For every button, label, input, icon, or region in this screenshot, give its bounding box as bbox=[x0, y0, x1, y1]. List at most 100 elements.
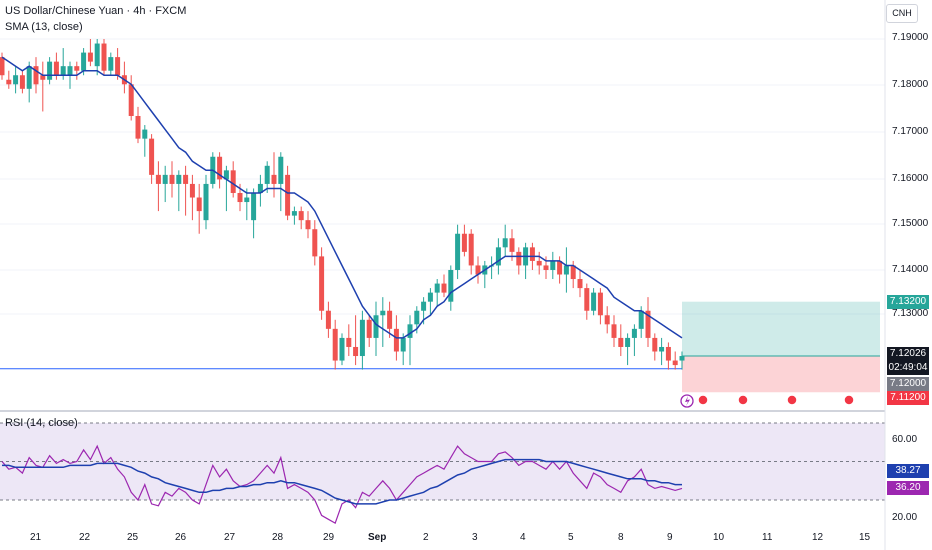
candle-body bbox=[414, 310, 420, 325]
candle-body bbox=[298, 211, 304, 221]
candle-body bbox=[189, 183, 195, 198]
candle-body bbox=[448, 269, 454, 302]
candle-body bbox=[373, 315, 379, 338]
candle-body bbox=[149, 138, 155, 175]
rsi-value-badge: 36.20 bbox=[887, 481, 929, 495]
candle-body bbox=[495, 247, 501, 266]
time-tick: 11 bbox=[762, 532, 773, 543]
candle-body bbox=[108, 57, 114, 71]
candle-body bbox=[115, 57, 121, 76]
candle-body bbox=[346, 337, 352, 347]
candle-body bbox=[162, 174, 168, 184]
stop-loss-zone[interactable] bbox=[682, 356, 880, 393]
rsi-legend[interactable]: RSI (14, close) bbox=[5, 417, 78, 429]
candle-body bbox=[19, 75, 25, 89]
time-tick: 8 bbox=[618, 532, 624, 543]
candle-body bbox=[638, 310, 644, 329]
bar-countdown: 02:49:04 bbox=[887, 361, 929, 375]
candle-body bbox=[570, 265, 576, 280]
lightning-icon bbox=[685, 396, 690, 406]
time-tick: 27 bbox=[224, 532, 236, 543]
candle-body bbox=[393, 328, 399, 352]
candle-body bbox=[359, 319, 365, 357]
candle-body bbox=[387, 310, 393, 329]
candle-body bbox=[142, 129, 148, 139]
us-flag-icon[interactable] bbox=[737, 394, 749, 406]
time-tick: 25 bbox=[127, 532, 139, 543]
candle-body bbox=[434, 283, 440, 293]
us-flag-icon[interactable] bbox=[697, 394, 709, 406]
candle-body bbox=[47, 61, 53, 80]
price-tick: 7.16000 bbox=[892, 173, 929, 184]
candle-body bbox=[543, 265, 549, 270]
candle-body bbox=[176, 174, 182, 184]
candle-body bbox=[237, 192, 243, 203]
time-tick-month: Sep bbox=[368, 532, 387, 543]
candle-body bbox=[625, 337, 631, 347]
candle-body bbox=[169, 174, 175, 184]
candle-body bbox=[461, 233, 467, 252]
take-profit-zone[interactable] bbox=[682, 301, 880, 357]
candle-body bbox=[441, 283, 447, 293]
candle-body bbox=[74, 66, 80, 71]
candle-body bbox=[128, 84, 134, 116]
candle-body bbox=[597, 292, 603, 316]
stop-loss-price-badge: 7.11200 bbox=[887, 391, 929, 405]
time-tick: 26 bbox=[175, 532, 187, 543]
price-tick: 7.14000 bbox=[892, 264, 929, 275]
candle-body bbox=[645, 310, 651, 338]
candle-body bbox=[536, 260, 542, 266]
rsi-band-fill bbox=[0, 423, 885, 500]
candle-body bbox=[332, 328, 338, 361]
candle-body bbox=[101, 43, 107, 71]
rsi-line bbox=[1, 444, 683, 524]
candle-body bbox=[366, 319, 372, 338]
candle-body bbox=[604, 315, 610, 325]
candles-group bbox=[0, 39, 685, 370]
rsi-ma-badge: 38.27 bbox=[887, 464, 929, 478]
candle-body bbox=[502, 238, 508, 248]
candle-body bbox=[264, 165, 270, 184]
candle-body bbox=[291, 211, 297, 216]
candle-body bbox=[26, 66, 32, 89]
grid-lines bbox=[0, 38, 885, 315]
candle-body bbox=[516, 251, 522, 266]
symbol-title[interactable]: US Dollar/Chinese Yuan · 4h · FXCM bbox=[5, 5, 187, 17]
candle-body bbox=[584, 288, 590, 311]
rsi-tick: 20.00 bbox=[892, 512, 918, 523]
candle-body bbox=[0, 57, 5, 76]
time-tick: 5 bbox=[568, 532, 574, 543]
candle-body bbox=[196, 197, 202, 212]
us-flag-icon[interactable] bbox=[843, 394, 855, 406]
candle-body bbox=[557, 260, 563, 275]
time-tick: 12 bbox=[812, 532, 824, 543]
time-tick: 3 bbox=[472, 532, 478, 543]
candle-body bbox=[679, 356, 685, 361]
candle-body bbox=[53, 61, 59, 76]
us-flag-icon[interactable] bbox=[786, 394, 798, 406]
candle-body bbox=[183, 174, 189, 184]
sma-legend[interactable]: SMA (13, close) bbox=[5, 21, 83, 33]
price-tick: 7.15000 bbox=[892, 218, 929, 229]
event-icons bbox=[680, 394, 855, 408]
rsi-ma-line bbox=[2, 458, 682, 505]
candle-body bbox=[13, 75, 19, 85]
time-tick: 29 bbox=[323, 532, 335, 543]
candle-body bbox=[529, 247, 535, 261]
time-tick: 22 bbox=[79, 532, 91, 543]
candle-body bbox=[665, 346, 671, 361]
currency-button[interactable]: CNH bbox=[886, 4, 918, 23]
candle-body bbox=[40, 75, 46, 80]
candle-body bbox=[631, 328, 637, 338]
candle-body bbox=[60, 66, 66, 76]
candle-body bbox=[223, 170, 229, 180]
time-tick: 28 bbox=[272, 532, 284, 543]
candle-body bbox=[217, 156, 223, 180]
candle-body bbox=[611, 324, 617, 338]
candle-body bbox=[475, 265, 481, 275]
price-tick: 7.13000 bbox=[892, 308, 929, 319]
candle-body bbox=[6, 79, 12, 85]
candle-body bbox=[577, 279, 583, 289]
candle-body bbox=[312, 229, 318, 257]
